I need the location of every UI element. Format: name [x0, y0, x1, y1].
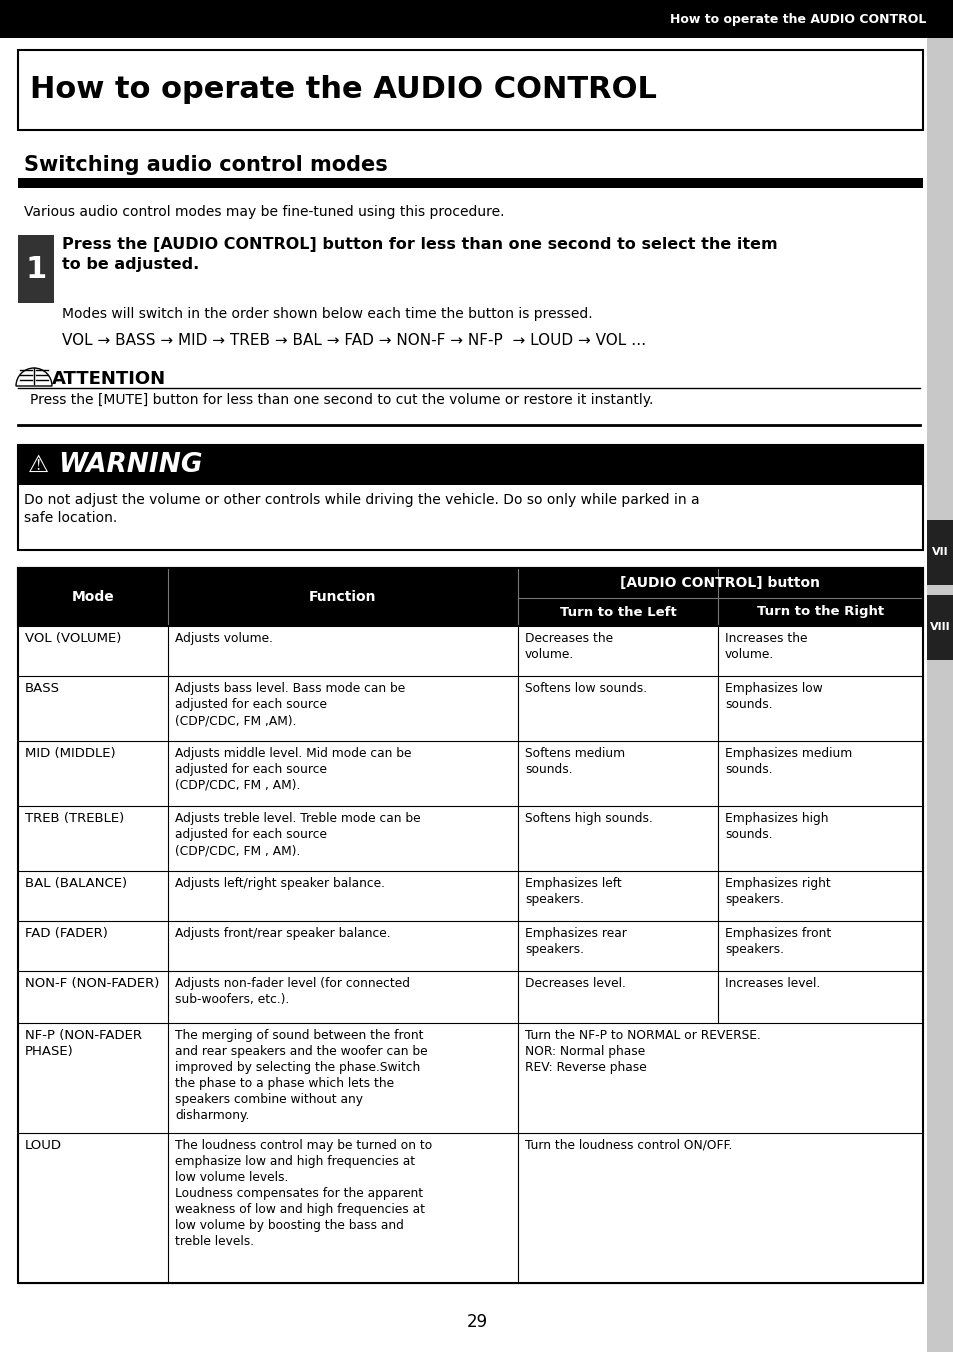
- Bar: [18, 1023, 923, 1133]
- Text: NON-F (NON-FADER): NON-F (NON-FADER): [25, 977, 159, 990]
- Text: Mode: Mode: [71, 589, 114, 604]
- Text: The merging of sound between the front
and rear speakers and the woofer can be
i: The merging of sound between the front a…: [174, 1029, 427, 1122]
- Text: Adjusts treble level. Treble mode can be
adjusted for each source
(CDP/CDC, FM ,: Adjusts treble level. Treble mode can be…: [174, 813, 420, 857]
- Bar: [18, 806, 923, 871]
- Text: How to operate the AUDIO CONTROL: How to operate the AUDIO CONTROL: [669, 12, 925, 26]
- Text: Adjusts front/rear speaker balance.: Adjusts front/rear speaker balance.: [174, 927, 390, 940]
- Bar: [926, 521, 953, 585]
- Text: Decreases the
volume.: Decreases the volume.: [524, 631, 613, 661]
- Text: MID (MIDDLE): MID (MIDDLE): [25, 748, 115, 760]
- Bar: [18, 921, 923, 971]
- Text: Switching audio control modes: Switching audio control modes: [24, 155, 387, 174]
- Text: ⚠: ⚠: [28, 453, 49, 477]
- Text: BASS: BASS: [25, 681, 60, 695]
- Text: Softens high sounds.: Softens high sounds.: [524, 813, 652, 825]
- Text: LOUD: LOUD: [25, 1138, 62, 1152]
- Text: Emphasizes front
speakers.: Emphasizes front speakers.: [724, 927, 830, 956]
- Text: ATTENTION: ATTENTION: [52, 370, 166, 388]
- Text: Increases level.: Increases level.: [724, 977, 820, 990]
- Bar: [18, 445, 923, 485]
- Bar: [18, 568, 923, 626]
- Bar: [18, 178, 923, 188]
- Text: FAD (FADER): FAD (FADER): [25, 927, 108, 940]
- Text: Decreases level.: Decreases level.: [524, 977, 625, 990]
- Text: Turn to the Left: Turn to the Left: [559, 606, 676, 618]
- Text: [AUDIO CONTROL] button: [AUDIO CONTROL] button: [619, 576, 820, 589]
- Text: Emphasizes rear
speakers.: Emphasizes rear speakers.: [524, 927, 626, 956]
- Bar: [18, 1133, 923, 1283]
- Text: WARNING: WARNING: [58, 452, 202, 479]
- Text: Emphasizes left
speakers.: Emphasizes left speakers.: [524, 877, 621, 906]
- Text: 1: 1: [26, 254, 47, 284]
- Text: Modes will switch in the order shown below each time the button is pressed.: Modes will switch in the order shown bel…: [62, 307, 592, 320]
- Text: Softens low sounds.: Softens low sounds.: [524, 681, 646, 695]
- Text: Emphasizes medium
sounds.: Emphasizes medium sounds.: [724, 748, 851, 776]
- Text: Turn the loudness control ON/OFF.: Turn the loudness control ON/OFF.: [524, 1138, 732, 1152]
- Bar: [18, 568, 923, 626]
- Bar: [18, 741, 923, 806]
- Bar: [18, 50, 923, 130]
- Text: 29: 29: [466, 1313, 487, 1330]
- Bar: [926, 0, 953, 1352]
- Text: Press the [AUDIO CONTROL] button for less than one second to select the item
to : Press the [AUDIO CONTROL] button for les…: [62, 237, 777, 272]
- Text: VII: VII: [931, 548, 947, 557]
- Bar: [0, 0, 953, 38]
- Text: Press the [MUTE] button for less than one second to cut the volume or restore it: Press the [MUTE] button for less than on…: [30, 393, 653, 407]
- Text: Adjusts non-fader level (for connected
sub-woofers, etc.).: Adjusts non-fader level (for connected s…: [174, 977, 410, 1006]
- Text: Adjusts bass level. Bass mode can be
adjusted for each source
(CDP/CDC, FM ,AM).: Adjusts bass level. Bass mode can be adj…: [174, 681, 405, 727]
- Text: Turn to the Right: Turn to the Right: [756, 606, 883, 618]
- Text: Emphasizes right
speakers.: Emphasizes right speakers.: [724, 877, 830, 906]
- Bar: [18, 568, 923, 1283]
- Text: Turn the NF-P to NORMAL or REVERSE.
NOR: Normal phase
REV: Reverse phase: Turn the NF-P to NORMAL or REVERSE. NOR:…: [524, 1029, 760, 1073]
- Text: NF-P (NON-FADER
PHASE): NF-P (NON-FADER PHASE): [25, 1029, 142, 1059]
- Text: Increases the
volume.: Increases the volume.: [724, 631, 806, 661]
- Text: VOL (VOLUME): VOL (VOLUME): [25, 631, 121, 645]
- Text: Emphasizes low
sounds.: Emphasizes low sounds.: [724, 681, 821, 711]
- Text: Adjusts volume.: Adjusts volume.: [174, 631, 273, 645]
- Bar: [18, 235, 54, 303]
- Text: safe location.: safe location.: [24, 511, 117, 525]
- Text: BAL (BALANCE): BAL (BALANCE): [25, 877, 127, 890]
- Text: VIII: VIII: [929, 622, 949, 631]
- Text: Function: Function: [309, 589, 376, 604]
- Bar: [18, 626, 923, 676]
- Text: Adjusts middle level. Mid mode can be
adjusted for each source
(CDP/CDC, FM , AM: Adjusts middle level. Mid mode can be ad…: [174, 748, 411, 792]
- Text: VOL → BASS → MID → TREB → BAL → FAD → NON-F → NF-P  → LOUD → VOL …: VOL → BASS → MID → TREB → BAL → FAD → NO…: [62, 333, 645, 347]
- Text: The loudness control may be turned on to
emphasize low and high frequencies at
l: The loudness control may be turned on to…: [174, 1138, 432, 1248]
- Bar: [18, 445, 923, 550]
- Bar: [18, 676, 923, 741]
- Text: Emphasizes high
sounds.: Emphasizes high sounds.: [724, 813, 827, 841]
- Text: TREB (TREBLE): TREB (TREBLE): [25, 813, 124, 825]
- Text: Various audio control modes may be fine-tuned using this procedure.: Various audio control modes may be fine-…: [24, 206, 504, 219]
- Text: How to operate the AUDIO CONTROL: How to operate the AUDIO CONTROL: [30, 76, 657, 104]
- Text: Do not adjust the volume or other controls while driving the vehicle. Do so only: Do not adjust the volume or other contro…: [24, 493, 699, 507]
- Bar: [18, 971, 923, 1023]
- Bar: [18, 871, 923, 921]
- Text: Adjusts left/right speaker balance.: Adjusts left/right speaker balance.: [174, 877, 385, 890]
- Bar: [926, 595, 953, 660]
- Text: Softens medium
sounds.: Softens medium sounds.: [524, 748, 624, 776]
